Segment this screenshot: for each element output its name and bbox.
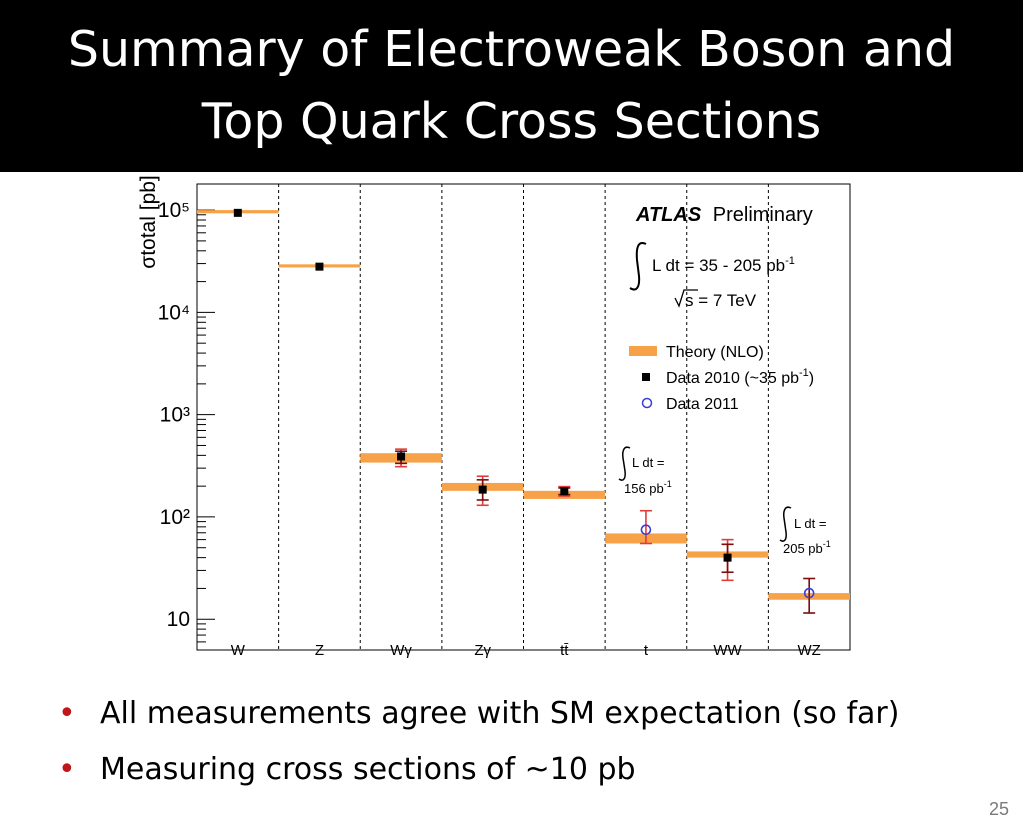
data-2010-point [478, 485, 487, 494]
bullet-dot-icon: • [58, 696, 76, 731]
legend-theory-label: Theory (NLO) [666, 344, 764, 361]
bullet-text: Measuring cross sections of ~10 pb [100, 752, 636, 787]
bullet-item: • Measuring cross sections of ~10 pb [58, 742, 899, 798]
sqrt-sign-icon [674, 289, 698, 308]
x-label-z: Z [315, 642, 324, 659]
slide-title: Summary of Electroweak Boson and Top Qua… [0, 0, 1023, 172]
cross-section-chart: 10 10² 10³ 10⁴ 10⁵ σtotal [pb] W Z Wγ Zγ… [137, 175, 851, 659]
y-tick-label-1e5: 10⁵ [158, 199, 190, 222]
x-label-wz: WZ [798, 642, 821, 659]
bullet-dot-icon: • [58, 752, 76, 787]
x-label-ww: WW [713, 642, 742, 659]
data-2011-points [640, 524, 815, 599]
x-label-t: t [644, 642, 649, 659]
lumi-annotation: L dt = 35 - 205 pb-1 s = 7 TeV [629, 242, 795, 310]
x-label-zgamma: Zγ [474, 642, 491, 659]
x-tick-labels: W Z Wγ Zγ tt̄ t WW WZ [231, 642, 821, 659]
svg-text:L dt =: L dt = [632, 455, 664, 470]
legend-data2011-marker [641, 397, 653, 409]
y-tick-label-10: 10 [167, 608, 190, 631]
svg-text:L dt =: L dt = [794, 516, 826, 531]
error-bars [395, 448, 816, 614]
bullet-text: All measurements agree with SM expectati… [100, 696, 900, 731]
y-tick-label-1e3: 10³ [160, 404, 190, 427]
title-line-2: Top Quark Cross Sections [201, 93, 822, 150]
svg-text:205 pb-1: 205 pb-1 [783, 539, 831, 556]
wz-lumi-annotation: L dt = 205 pb-1 [779, 506, 831, 556]
svg-text:s = 7 TeV: s = 7 TeV [685, 291, 757, 310]
data-2010-point [315, 262, 324, 271]
data-2010-point [723, 553, 732, 562]
y-tick-label-1e2: 10² [160, 506, 190, 529]
integral-sign-icon [629, 242, 647, 291]
title-line-1: Summary of Electroweak Boson and [67, 21, 956, 78]
data-2011-point [640, 524, 652, 536]
bullet-list: • All measurements agree with SM expecta… [58, 686, 899, 798]
legend: Theory (NLO) Data 2010 (~35 pb-1) Data 2… [629, 344, 814, 413]
page-number: 25 [988, 799, 1009, 819]
integral-sign-icon [618, 446, 631, 481]
data-2011-point [803, 587, 815, 599]
legend-theory-swatch [629, 346, 657, 356]
category-dividers [278, 184, 769, 650]
bullet-item: • All measurements agree with SM expecta… [58, 686, 899, 742]
x-label-wgamma: Wγ [390, 642, 412, 659]
legend-data2010-label: Data 2010 (~35 pb-1) [666, 367, 814, 387]
data-2010-points [233, 208, 732, 562]
svg-text:L dt = 35 - 205 pb-1: L dt = 35 - 205 pb-1 [652, 255, 795, 275]
t-lumi-annotation: L dt = 156 pb-1 [618, 446, 672, 496]
y-tick-labels: 10 10² 10³ 10⁴ 10⁵ [158, 199, 190, 631]
integral-sign-icon [779, 506, 792, 542]
data-2010-point [397, 452, 406, 461]
legend-data2010-marker [642, 373, 650, 381]
x-label-ttbar: tt̄ [560, 642, 569, 659]
atlas-label: ATLAS Preliminary [635, 204, 813, 226]
data-2010-point [233, 208, 242, 217]
y-minor-ticks [197, 214, 206, 651]
legend-data2011-label: Data 2011 [666, 396, 739, 413]
y-tick-label-1e4: 10⁴ [158, 301, 190, 324]
svg-text:156 pb-1: 156 pb-1 [624, 479, 672, 496]
data-2010-point [560, 487, 569, 496]
x-label-w: W [231, 642, 246, 659]
y-axis-label: σtotal [pb] [137, 175, 160, 269]
